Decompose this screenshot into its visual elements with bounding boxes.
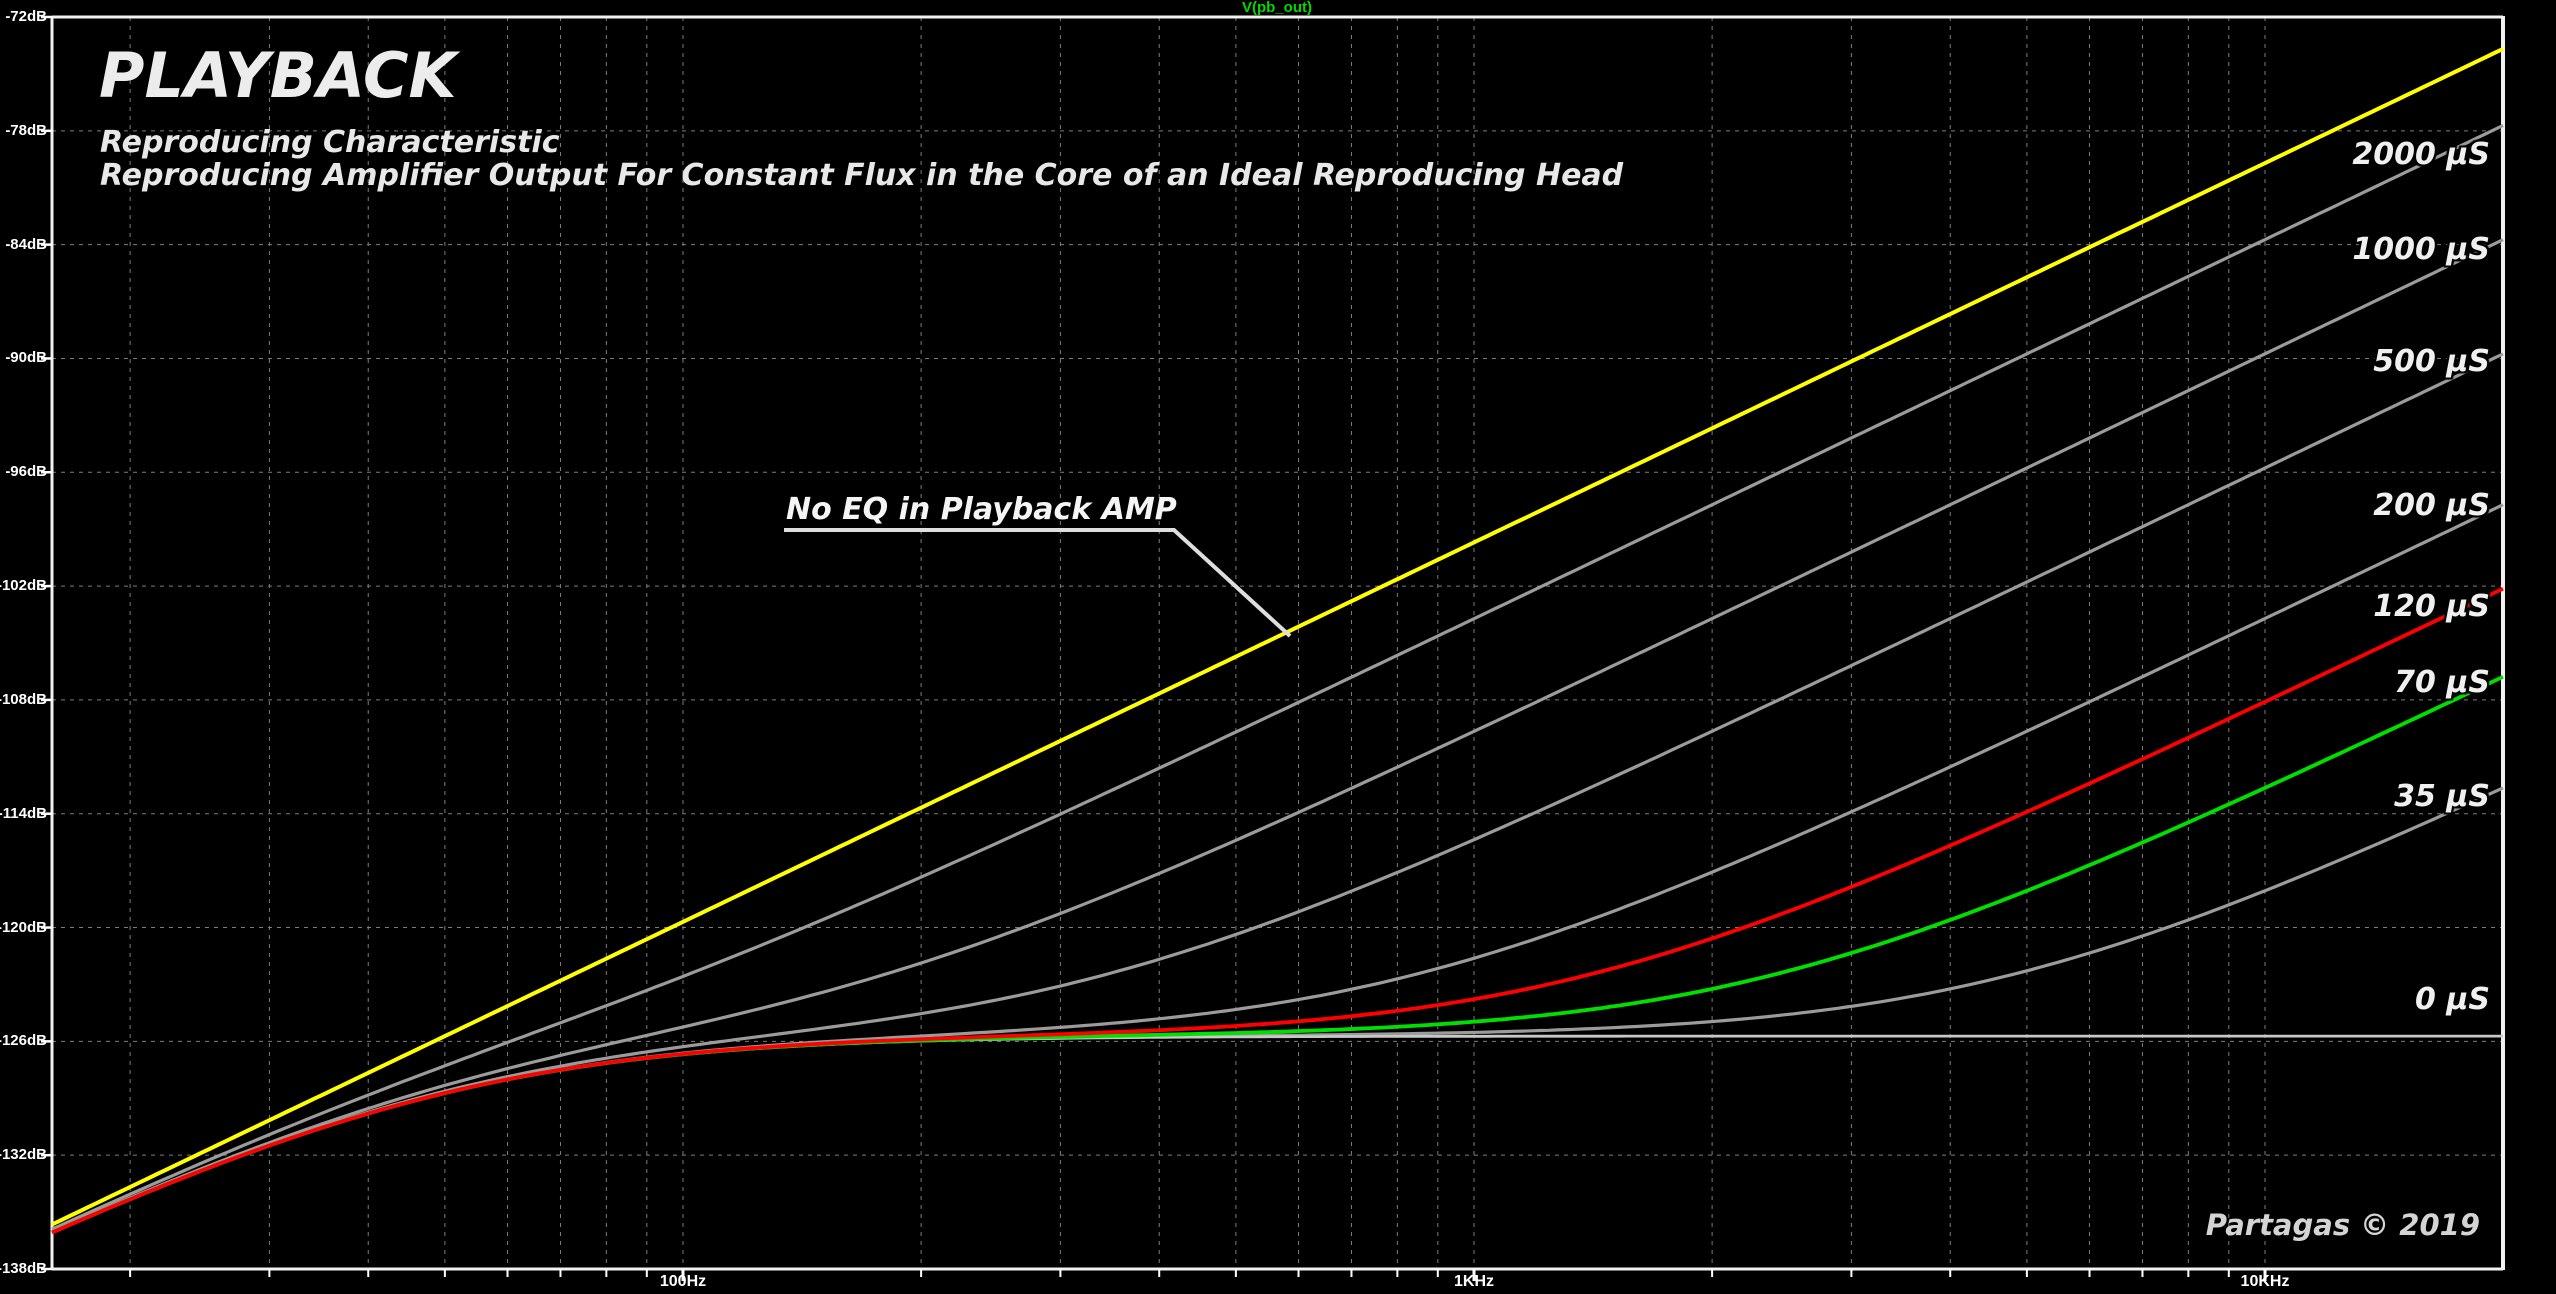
curve-label-2000-s: 2000 µS [2352, 137, 2490, 173]
x-tick-label-10khz: 10KHz [2240, 1273, 2290, 1290]
y-tick-label-138dB: -138dB [0, 1260, 47, 1277]
curve-1000-s [51, 238, 2504, 1234]
curve-2000-s [51, 124, 2504, 1231]
x-tick-label-100hz: 100Hz [659, 1273, 707, 1290]
curve-no-eq-in-playback-amp [51, 47, 2504, 1227]
curve-35-s [51, 786, 2504, 1234]
curve-label-1000-s: 1000 µS [2352, 232, 2490, 268]
x-tick-label-1khz: 1KHz [1453, 1273, 1495, 1290]
y-tick-label-84dB: -84dB [5, 235, 47, 253]
curve-0-s [51, 1034, 2503, 1234]
curve-70-s [51, 675, 2504, 1235]
y-tick-label-126dB: -126dB [0, 1032, 47, 1050]
plot-frame [50, 15, 2505, 1271]
y-tick-label-90dB: -90dB [5, 349, 47, 367]
curve-120-s [51, 586, 2504, 1235]
grid-lines [52, 17, 2503, 1269]
annotation-underline-and-leader [784, 528, 1292, 638]
curve-label-500-s: 500 µS [2373, 344, 2490, 380]
y-tick-label-96dB: -96dB [5, 463, 47, 481]
curve-200-s [51, 503, 2504, 1234]
curve-label-70-s: 70 µS [2394, 664, 2490, 700]
trace-name-vpbout[interactable]: V(pb_out) [1242, 0, 1312, 16]
y-tick-label-114dB: -114dB [0, 804, 47, 822]
trace-curves [51, 47, 2504, 1235]
annotation-no-eq: No EQ in Playback AMP [786, 492, 1177, 527]
y-tick-label-102dB: -102dB [0, 577, 47, 595]
y-tick-label-120dB: -120dB [0, 918, 47, 936]
y-tick-label-132dB: -132dB [0, 1146, 47, 1164]
subtitle-line1: Reproducing Characteristic [100, 125, 560, 160]
annotation-pointer-line [784, 528, 1292, 638]
subtitle-line2: Reproducing Amplifier Output For Constan… [100, 158, 1624, 193]
page-title: PLAYBACK [99, 39, 457, 112]
y-tick-label-72dB: -72dB [5, 8, 47, 25]
curve-label-200-s: 200 µS [2373, 488, 2490, 524]
curve-label-35-s: 35 µS [2394, 778, 2490, 814]
curve-label-0-s: 0 µS [2415, 981, 2490, 1017]
axis-ticks [41, 15, 2267, 1281]
y-tick-label-78dB: -78dB [5, 121, 47, 139]
curve-500-s [51, 352, 2504, 1234]
y-tick-label-108dB: -108dB [0, 690, 47, 708]
curve-label-120-s: 120 µS [2373, 588, 2490, 624]
watermark-credit: Partagas © 2019 [2205, 1208, 2480, 1242]
